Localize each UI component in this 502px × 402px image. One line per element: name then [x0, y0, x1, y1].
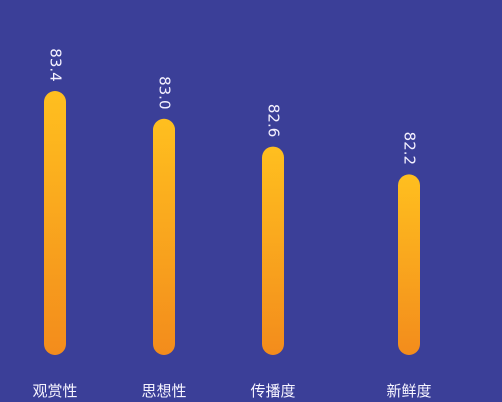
category-label-1: 观赏性 [32, 382, 77, 400]
value-label-3: 82.6 [265, 104, 283, 137]
category-label-3: 传播度 [250, 382, 295, 400]
bar-1 [44, 91, 66, 355]
category-label-4: 新鲜度 [386, 382, 431, 400]
bar-2 [153, 118, 175, 355]
bars-layer [44, 91, 420, 355]
value-labels-layer: 83.4 83.0 82.6 82.2 [47, 48, 419, 165]
value-label-4: 82.2 [401, 132, 419, 165]
category-label-2: 思想性 [141, 382, 186, 400]
bar-3 [262, 146, 284, 355]
value-label-2: 83.0 [156, 76, 174, 109]
bar-4 [398, 174, 420, 355]
value-label-1: 83.4 [47, 48, 65, 81]
category-labels-layer: 观赏性 思想性 传播度 新鲜度 [32, 382, 431, 400]
